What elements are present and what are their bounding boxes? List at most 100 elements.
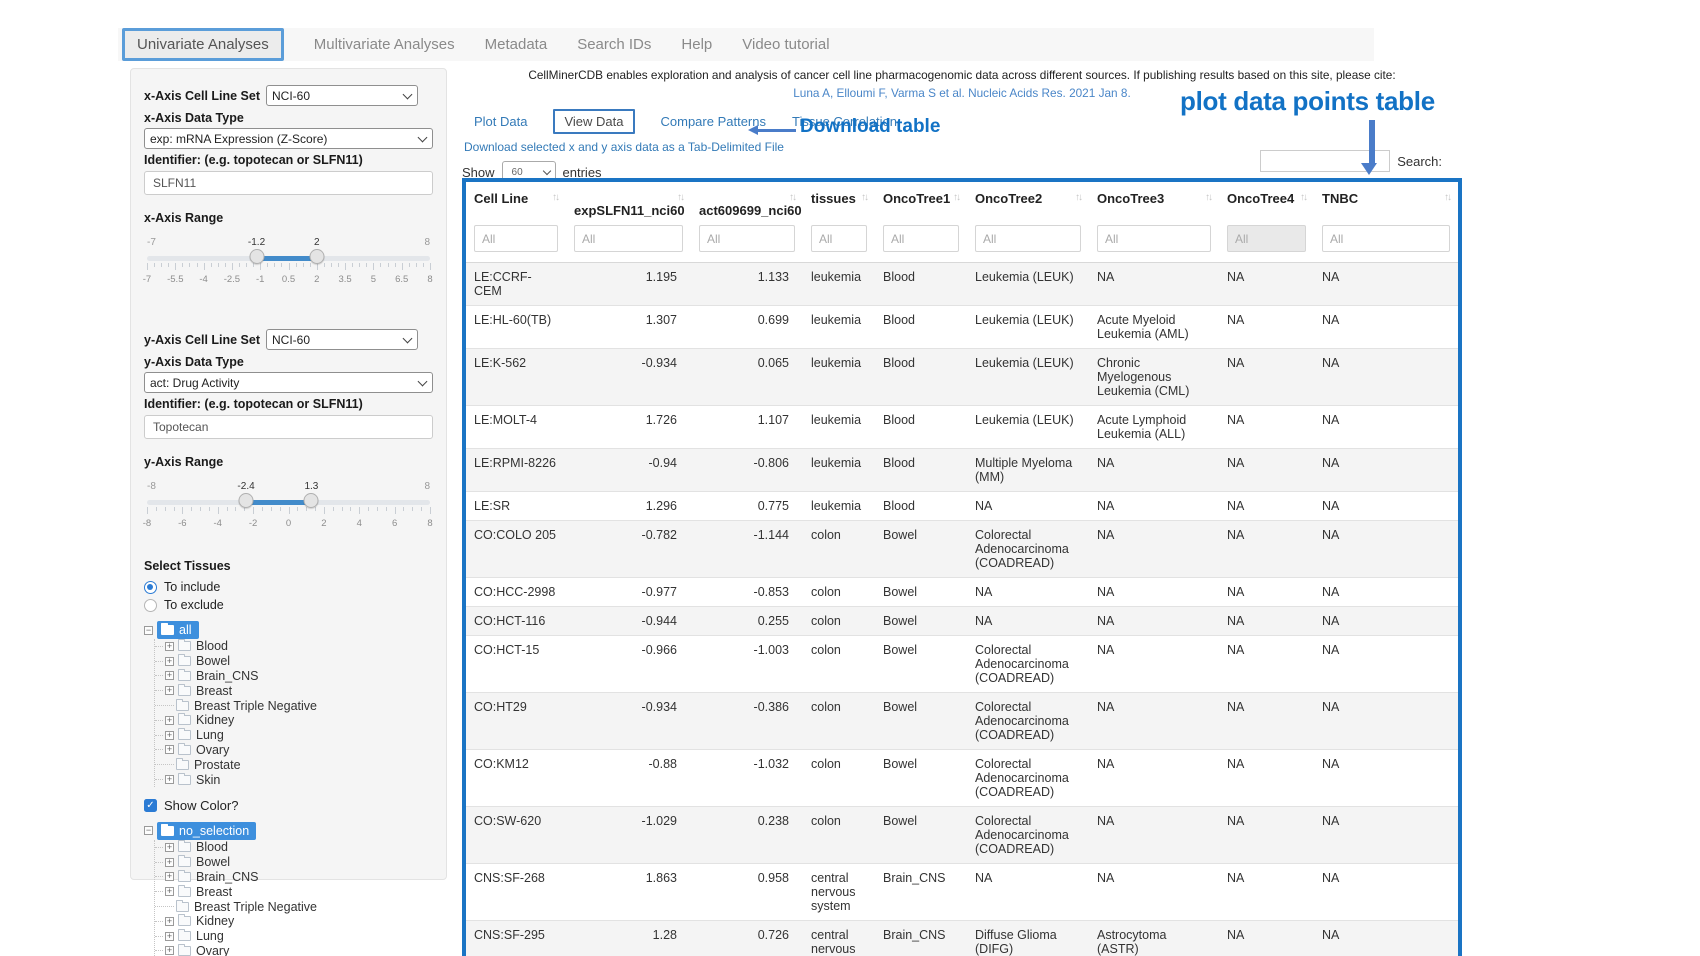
sort-icon[interactable]: ↑↓ — [861, 192, 867, 203]
x-axis-data-type-select[interactable]: exp: mRNA Expression (Z-Score) — [144, 128, 433, 149]
expand-icon[interactable]: + — [165, 843, 174, 852]
tree-item-blood[interactable]: +Blood — [155, 840, 433, 855]
slider-handle-to[interactable] — [304, 493, 319, 508]
tree-item-breast[interactable]: +Breast — [155, 884, 433, 899]
table-row[interactable]: LE:RPMI-8226-0.94-0.806leukemiaBloodMult… — [466, 449, 1458, 492]
sort-icon[interactable]: ↑↓ — [677, 192, 683, 203]
to-include-radio[interactable]: To include — [144, 578, 433, 596]
table-row[interactable]: CO:KM12-0.88-1.032colonBowelColorectal A… — [466, 750, 1458, 807]
y-identifier-input[interactable] — [144, 415, 433, 439]
collapse-icon[interactable]: − — [144, 826, 153, 835]
table-row[interactable]: CNS:SF-2951.280.726central nervous syste… — [466, 921, 1458, 956]
nav-item-univariate-analyses[interactable]: Univariate Analyses — [122, 28, 284, 61]
tree-item-kidney[interactable]: +Kidney — [155, 914, 433, 929]
y-axis-cell-line-set-select[interactable]: NCI-60 — [266, 329, 418, 350]
nav-item-search-ids[interactable]: Search IDs — [577, 36, 651, 53]
tree-item-kidney[interactable]: +Kidney — [155, 713, 433, 728]
expand-icon[interactable]: + — [165, 686, 174, 695]
filter-input-expslfn11-nci60[interactable] — [574, 225, 683, 252]
filter-input-oncotree3[interactable] — [1097, 225, 1211, 252]
column-header-oncotree3[interactable]: ↑↓OncoTree3 — [1089, 182, 1219, 223]
download-tab-delimited-link[interactable]: Download selected x and y axis data as a… — [464, 140, 784, 154]
slider-handle-to[interactable] — [309, 249, 324, 264]
tree-item-breast-triple-negative[interactable]: Breast Triple Negative — [155, 698, 433, 713]
tree-item-prostate[interactable]: Prostate — [155, 757, 433, 772]
sort-icon[interactable]: ↑↓ — [1075, 192, 1081, 203]
table-row[interactable]: LE:HL-60(TB)1.3070.699leukemiaBloodLeuke… — [466, 306, 1458, 349]
column-header-cell-line[interactable]: ↑↓Cell Line — [466, 182, 566, 223]
collapse-icon[interactable]: − — [144, 626, 153, 635]
column-header-tissues[interactable]: ↑↓tissues — [803, 182, 875, 223]
slider-handle-from[interactable] — [249, 249, 264, 264]
expand-icon[interactable]: + — [165, 642, 174, 651]
column-header-act609699-nci60[interactable]: ↑↓act609699_nci60 — [691, 182, 803, 223]
expand-icon[interactable]: + — [165, 872, 174, 881]
nav-item-multivariate-analyses[interactable]: Multivariate Analyses — [314, 36, 455, 53]
filter-input-cell-line[interactable] — [474, 225, 558, 252]
sort-icon[interactable]: ↑↓ — [789, 192, 795, 203]
filter-input-tnbc[interactable] — [1322, 225, 1450, 252]
y-axis-range-slider[interactable]: -88-2.41.3-8-6-4-202468 — [147, 481, 430, 537]
sort-icon[interactable]: ↑↓ — [953, 192, 959, 203]
table-row[interactable]: CO:HT29-0.934-0.386colonBowelColorectal … — [466, 693, 1458, 750]
x-identifier-input[interactable] — [144, 171, 433, 195]
table-row[interactable]: LE:SR1.2960.775leukemiaBloodNANANANA — [466, 492, 1458, 521]
tree-item-blood[interactable]: +Blood — [155, 639, 433, 654]
tree-root-all[interactable]: all — [157, 621, 199, 639]
tree-item-brain-cns[interactable]: +Brain_CNS — [155, 870, 433, 885]
expand-icon[interactable]: + — [165, 946, 174, 955]
radio-icon[interactable] — [144, 599, 157, 612]
table-row[interactable]: LE:MOLT-41.7261.107leukemiaBloodLeukemia… — [466, 406, 1458, 449]
tree-item-bowel[interactable]: +Bowel — [155, 855, 433, 870]
tree-item-breast[interactable]: +Breast — [155, 683, 433, 698]
nav-item-help[interactable]: Help — [681, 36, 712, 53]
filter-input-oncotree4[interactable] — [1227, 225, 1306, 252]
expand-icon[interactable]: + — [165, 731, 174, 740]
filter-input-oncotree1[interactable] — [883, 225, 959, 252]
column-header-tnbc[interactable]: ↑↓TNBC — [1314, 182, 1458, 223]
show-color-checkbox-row[interactable]: ✓ Show Color? — [144, 797, 433, 815]
filter-input-oncotree2[interactable] — [975, 225, 1081, 252]
table-row[interactable]: CNS:SF-2681.8630.958central nervous syst… — [466, 864, 1458, 921]
sort-icon[interactable]: ↑↓ — [552, 192, 558, 203]
nav-item-video-tutorial[interactable]: Video tutorial — [742, 36, 829, 53]
y-axis-data-type-select[interactable]: act: Drug Activity — [144, 372, 433, 393]
expand-icon[interactable]: + — [165, 775, 174, 784]
column-header-oncotree2[interactable]: ↑↓OncoTree2 — [967, 182, 1089, 223]
filter-input-tissues[interactable] — [811, 225, 867, 252]
table-row[interactable]: LE:K-562-0.9340.065leukemiaBloodLeukemia… — [466, 349, 1458, 406]
table-row[interactable]: CO:HCC-2998-0.977-0.853colonBowelNANANAN… — [466, 578, 1458, 607]
tree-item-breast-triple-negative[interactable]: Breast Triple Negative — [155, 899, 433, 914]
tree-root-no-selection[interactable]: no_selection — [157, 822, 256, 840]
radio-icon[interactable] — [144, 581, 157, 594]
tab-plot-data[interactable]: Plot Data — [474, 114, 527, 129]
table-row[interactable]: CO:HCT-116-0.9440.255colonBowelNANANANA — [466, 607, 1458, 636]
table-row[interactable]: CO:HCT-15-0.966-1.003colonBowelColorecta… — [466, 636, 1458, 693]
checkbox-icon[interactable]: ✓ — [144, 799, 157, 812]
expand-icon[interactable]: + — [165, 716, 174, 725]
x-axis-range-slider[interactable]: -78-1.22-7-5.5-4-2.5-10.523.556.58 — [147, 237, 430, 293]
sort-icon[interactable]: ↑↓ — [1444, 192, 1450, 203]
expand-icon[interactable]: + — [165, 932, 174, 941]
column-header-oncotree1[interactable]: ↑↓OncoTree1 — [875, 182, 967, 223]
expand-icon[interactable]: + — [165, 745, 174, 754]
table-row[interactable]: CO:SW-620-1.0290.238colonBowelColorectal… — [466, 807, 1458, 864]
sort-icon[interactable]: ↑↓ — [1300, 192, 1306, 203]
tree-item-skin[interactable]: +Skin — [155, 772, 433, 787]
tree-item-ovary[interactable]: +Ovary — [155, 944, 433, 956]
expand-icon[interactable]: + — [165, 917, 174, 926]
tree-item-brain-cns[interactable]: +Brain_CNS — [155, 669, 433, 684]
x-axis-cell-line-set-select[interactable]: NCI-60 — [266, 85, 418, 106]
filter-input-act609699-nci60[interactable] — [699, 225, 795, 252]
expand-icon[interactable]: + — [165, 858, 174, 867]
sort-icon[interactable]: ↑↓ — [1205, 192, 1211, 203]
table-row[interactable]: CO:COLO 205-0.782-1.144colonBowelColorec… — [466, 521, 1458, 578]
expand-icon[interactable]: + — [165, 887, 174, 896]
to-exclude-radio[interactable]: To exclude — [144, 596, 433, 614]
column-header-oncotree4[interactable]: ↑↓OncoTree4 — [1219, 182, 1314, 223]
expand-icon[interactable]: + — [165, 657, 174, 666]
nav-item-metadata[interactable]: Metadata — [485, 36, 548, 53]
expand-icon[interactable]: + — [165, 671, 174, 680]
column-header-expslfn11-nci60[interactable]: ↑↓expSLFN11_nci60 — [566, 182, 691, 223]
tab-view-data[interactable]: View Data — [553, 109, 634, 134]
